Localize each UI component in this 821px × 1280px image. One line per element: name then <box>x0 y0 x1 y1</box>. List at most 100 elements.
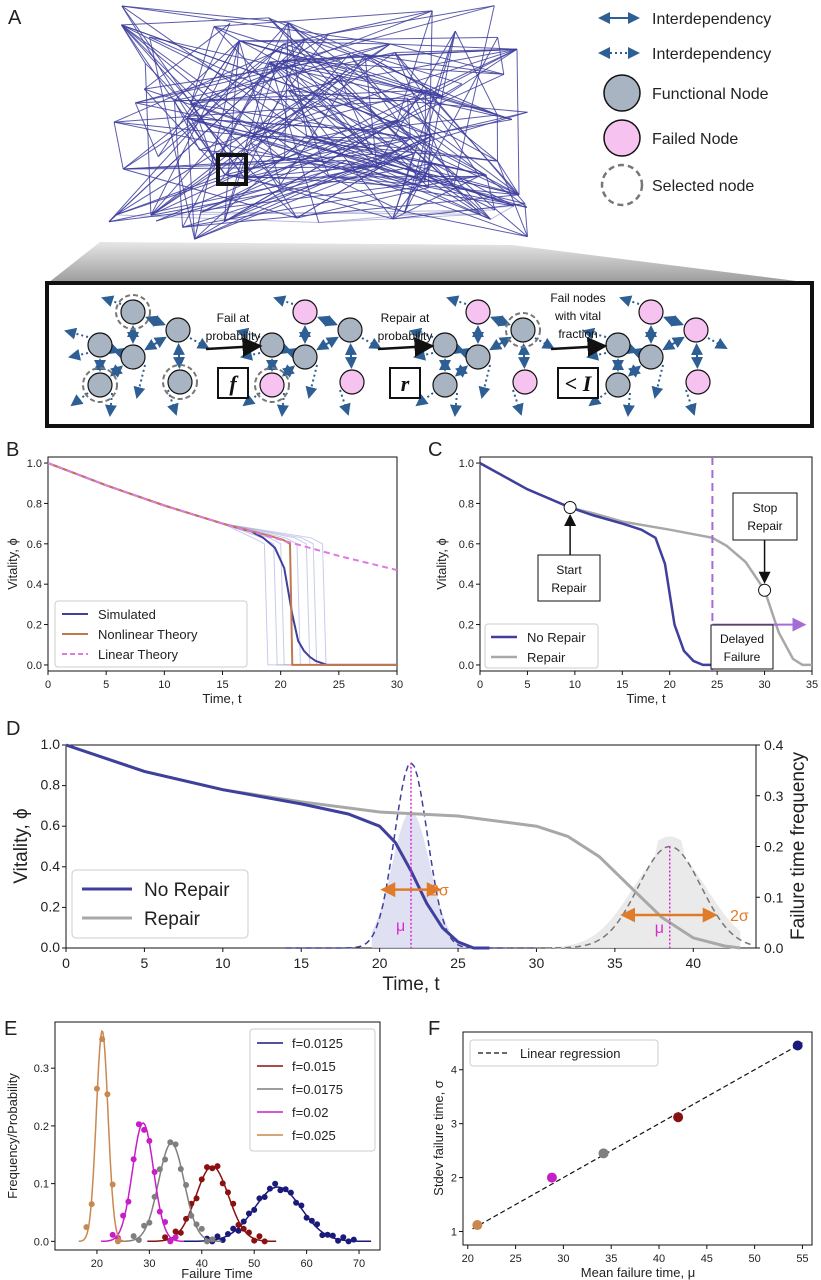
functional-node <box>167 369 193 395</box>
delayed-failure-text: Delayed <box>720 632 764 646</box>
functional-node <box>432 372 458 398</box>
functional-node <box>165 317 191 343</box>
data-point <box>293 1199 300 1206</box>
network-edge <box>186 43 285 119</box>
data-point <box>272 1180 279 1187</box>
network-edge <box>250 89 426 137</box>
chart-f: 20 25 30 35 40 45 50 55 1 2 3 4 Mean failure time, μ… <box>431 1031 813 1280</box>
data-point <box>172 1234 179 1241</box>
x-tick-label: 35 <box>605 1253 617 1265</box>
chart-c-frame <box>479 456 813 672</box>
network-edge <box>182 153 414 228</box>
panel-label-c: C <box>428 439 442 461</box>
network-edge <box>223 40 240 222</box>
x-tick-label: 10 <box>215 955 231 971</box>
data-point <box>319 1232 326 1239</box>
y-tick-label: 0.8 <box>41 777 61 793</box>
failed-node-icon <box>603 119 641 157</box>
network-edge <box>121 24 432 137</box>
legend-a-label: Selected node <box>652 178 754 195</box>
start-repair-box <box>537 554 601 602</box>
selected-node-ring <box>115 294 151 330</box>
legend-label: Repair <box>527 650 566 665</box>
legend-label: No Repair <box>527 630 586 645</box>
data-point <box>345 1238 352 1245</box>
mechanism-state <box>409 295 555 417</box>
network-edge <box>454 30 498 116</box>
interdependency-link <box>109 364 124 378</box>
network-edge <box>243 111 528 179</box>
y-tick-label: 0.1 <box>34 1179 49 1191</box>
step-text-bottom: probability <box>206 329 261 343</box>
y-tick-label: 0.4 <box>41 858 61 874</box>
panel-c: C 0 5 10 15 20 25 30 35 0.0 0.2 0.4 0.6 0.8 1.0 Start R… <box>428 439 818 706</box>
data-point <box>214 1163 221 1170</box>
data-point <box>209 1165 216 1172</box>
network-edge <box>243 177 393 220</box>
step-text-top: Fail nodes <box>550 291 605 305</box>
chart-e-frame <box>54 1021 381 1251</box>
y-tick-label: 0.3 <box>34 1063 49 1075</box>
x-tick-label: 45 <box>701 1253 713 1265</box>
legend-label: Nonlinear Theory <box>98 627 198 642</box>
data-point <box>287 1189 294 1196</box>
interdependency-link <box>490 315 511 327</box>
network-edge <box>120 24 146 64</box>
data-point <box>167 1238 174 1245</box>
data-point <box>156 1166 163 1173</box>
data-point <box>261 1238 268 1245</box>
network-edge <box>173 100 200 151</box>
legend-f-box <box>469 1039 659 1067</box>
y-tick-label: 0.6 <box>459 539 474 551</box>
data-point <box>335 1237 342 1244</box>
legend-label: Linear regression <box>520 1046 620 1061</box>
chart-f-frame <box>462 1031 813 1246</box>
legend-a-item: Selected node <box>600 163 754 207</box>
delayed-failure-annotation: Delayed Failure <box>710 624 774 670</box>
data-point <box>546 1172 557 1183</box>
dependency-link <box>273 295 294 307</box>
data-point <box>224 1189 231 1196</box>
network-edge <box>376 30 456 168</box>
network-edge <box>121 5 289 24</box>
y-tick-label: 1.0 <box>27 458 42 470</box>
network-edge <box>113 121 528 208</box>
network-edge <box>394 52 480 177</box>
data-point <box>151 1168 158 1175</box>
start-repair-text: Repair <box>551 581 586 595</box>
functional-node <box>120 344 146 370</box>
x-tick-label: 30 <box>391 679 403 691</box>
dependency-link <box>305 364 318 399</box>
dependency-link <box>361 337 382 349</box>
legend-a-label: Interdependency <box>652 46 771 63</box>
network-edge <box>288 90 520 196</box>
network-edge <box>282 48 518 61</box>
panel-label-b: B <box>6 439 19 461</box>
dependency-link <box>276 392 289 417</box>
x-tick-label: 5 <box>103 679 109 691</box>
network-edge <box>144 63 152 216</box>
interdependency-link <box>662 336 685 351</box>
network-edge <box>269 61 394 220</box>
network-edge <box>114 96 444 123</box>
chart-b: 0 5 10 15 20 25 30 0.0 0.2 0.4 0.6 0.8 1.0 Time, t Vit… <box>5 456 403 706</box>
y-tick-label: 0.0 <box>27 660 42 672</box>
step-text-top: Repair at <box>381 311 430 325</box>
network-edge <box>238 40 281 185</box>
network-edge <box>149 36 196 240</box>
operator-symbol: f <box>229 371 239 396</box>
x-tick-label: 35 <box>607 955 623 971</box>
data-point <box>261 1194 268 1201</box>
data-point <box>162 1218 169 1225</box>
x-tick-label: 40 <box>196 1258 208 1270</box>
interdependency-link <box>452 342 471 360</box>
network-edge <box>453 5 495 187</box>
step-arrow <box>550 336 608 357</box>
failed-node <box>685 369 711 395</box>
network-edge <box>120 24 226 176</box>
interdependency-link <box>316 336 339 351</box>
data-point <box>167 1139 174 1146</box>
legend-label: f=0.02 <box>292 1105 329 1120</box>
interdependency-link <box>517 342 531 370</box>
legend-e-box <box>249 1028 376 1152</box>
